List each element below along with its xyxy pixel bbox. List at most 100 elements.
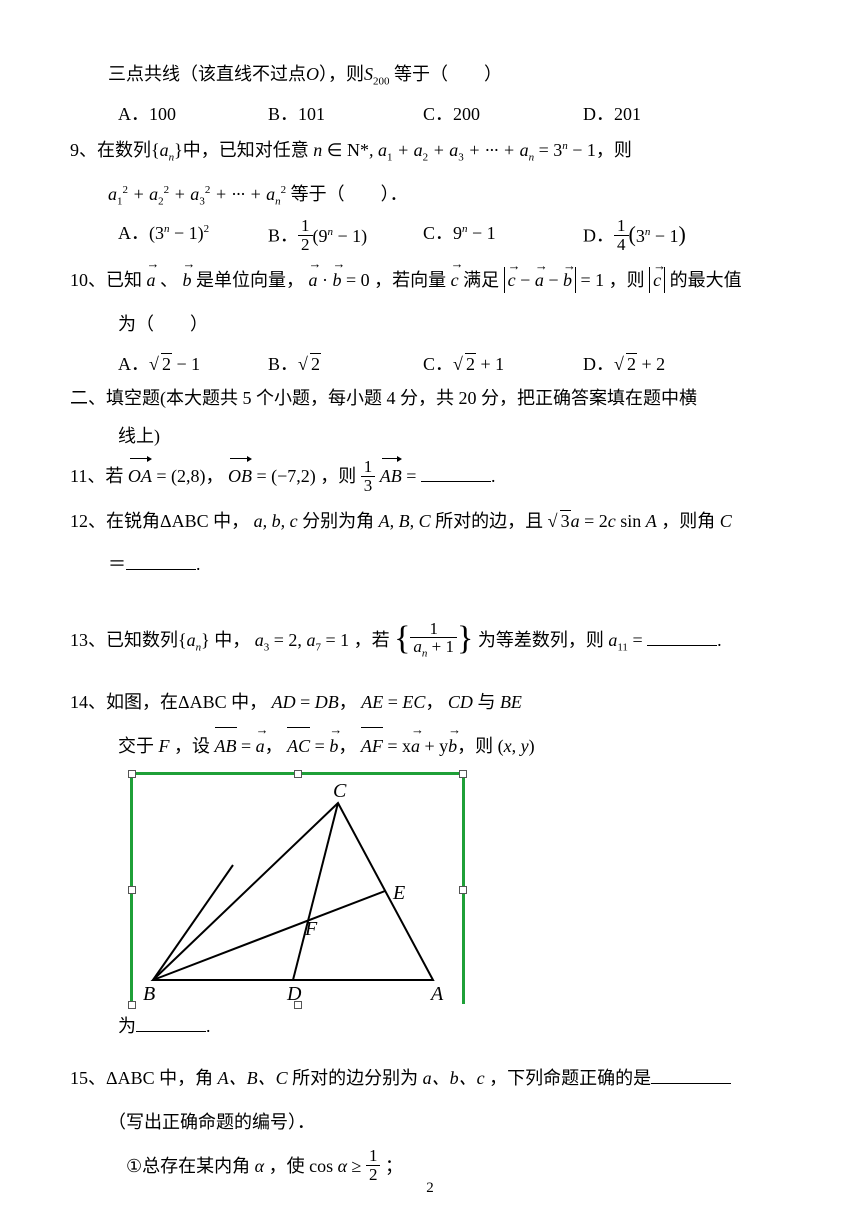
text: 在锐角 <box>106 511 160 531</box>
text: 线上) <box>118 426 160 446</box>
svg-text:A: A <box>429 983 444 1005</box>
question-8-choices: A．100 B．101 C．200 D．201 <box>70 100 790 126</box>
text: 等于（ ） <box>394 64 502 84</box>
choice-b: B．2 <box>268 350 423 376</box>
selection-handle-icon <box>128 1001 136 1009</box>
text: 为等差数列，则 <box>478 630 604 650</box>
var-S: S200 <box>364 64 390 84</box>
question-number: 15、 <box>70 1068 106 1088</box>
text: 是单位向量， <box>196 270 304 290</box>
vec-AC: AC <box>287 727 310 766</box>
selection-handle-icon <box>128 770 136 778</box>
question-number: 9、 <box>70 140 97 160</box>
vec-c: c <box>451 262 459 300</box>
question-8-tail: 三点共线（该直线不过点O），则S200 等于（ ） <box>70 56 790 94</box>
choice-d: D．201 <box>583 100 641 126</box>
selection-handle-icon <box>459 770 467 778</box>
question-9-line1: 9、在数列{an}中，已知对任意 n ∈ N*, a1 + a2 + a3 + … <box>70 132 790 170</box>
text: 如图，在 <box>106 692 178 712</box>
text: 、 <box>160 270 178 290</box>
text: ，则角 <box>661 511 715 531</box>
choice-a: A．2 − 1 <box>118 350 268 376</box>
text: 等于（ ）． <box>291 184 408 204</box>
svg-text:C: C <box>333 780 347 802</box>
text: ，若 <box>354 630 390 650</box>
question-number: 11、 <box>70 466 105 486</box>
text: 中， <box>214 630 250 650</box>
question-10-choices: A．2 − 1 B．2 C．2 + 1 D．2 + 2 <box>70 350 790 376</box>
choice-c: C．9n − 1 <box>423 219 583 256</box>
vec-b: b <box>183 262 192 300</box>
vec-AB: AB <box>380 458 402 496</box>
vec-b2: b <box>333 262 342 300</box>
text: 满足 <box>463 270 499 290</box>
vec-a2: a <box>309 262 318 300</box>
selection-handle-icon <box>128 886 136 894</box>
var-O: O <box>306 64 319 84</box>
text: 若 <box>105 466 123 486</box>
text: 中，角 <box>159 1068 213 1088</box>
question-15-line1: 15、ΔABC 中，角 A、B、C 所对的边分别为 a、b、c ，下列命题正确的… <box>70 1060 790 1098</box>
text: 的最大值 <box>670 270 742 290</box>
svg-text:B: B <box>143 983 155 1005</box>
question-12-line2: ＝. <box>70 546 790 584</box>
blank <box>421 464 491 482</box>
text: 中， <box>213 511 249 531</box>
question-14-line2: 交于 F ，设 AB = a， AC = b， AF = xa + yb，则 (… <box>70 727 790 766</box>
text: ，则 <box>320 466 356 486</box>
choice-d: D．14(3n − 1) <box>583 219 686 256</box>
question-11: 11、若 OA = (2,8)， OB = (−7,2) ，则 13 AB = … <box>70 458 790 496</box>
cond: n ∈ N*, a1 + a2 + a3 + ··· + an = 3n − 1 <box>313 140 596 160</box>
vec-AB: AB <box>215 727 237 766</box>
frac-half: 12 <box>366 1147 381 1184</box>
seq: {an} <box>151 140 183 160</box>
question-number: 13、 <box>70 630 106 650</box>
vec-OA: OA <box>128 458 152 496</box>
page-number: 2 <box>0 1180 860 1197</box>
section-2-title2: 线上) <box>70 420 790 452</box>
vec-a: a <box>147 262 156 300</box>
sqrt-3: 3 <box>548 503 571 541</box>
abs-expr: c − a − b <box>504 267 576 293</box>
text: 在数列 <box>97 140 151 160</box>
frac-one-third: 13 <box>361 458 376 495</box>
choice-c: C．2 + 1 <box>423 350 583 376</box>
choice-a: A．(3n − 1)2 <box>118 219 268 256</box>
frac-seq: 1an + 1 <box>410 620 457 661</box>
brace-left-icon: { <box>394 603 410 674</box>
triangle-svg: C E F B D A <box>133 775 468 1007</box>
text: 为（ ） <box>118 314 208 334</box>
blank <box>136 1014 206 1032</box>
text: ），则 <box>319 64 364 84</box>
text: 三点共线（该直线不过点 <box>108 64 306 84</box>
text: 中， <box>231 692 267 712</box>
question-number: 10、 <box>70 270 106 290</box>
section-2-title: 二、填空题(本大题共 5 个小题，每小题 4 分，共 20 分，把正确答案填在题… <box>70 382 790 414</box>
selection-handle-icon <box>459 886 467 894</box>
question-12-line1: 12、在锐角ΔABC 中， a, b, c 分别为角 A, B, C 所对的边，… <box>70 503 790 541</box>
text: 分别为角 <box>302 511 374 531</box>
question-number: 14、 <box>70 692 106 712</box>
selection-handle-icon <box>294 1001 302 1009</box>
svg-text:E: E <box>392 882 405 904</box>
text: ，使 <box>269 1156 305 1176</box>
question-13: 13、已知数列{an} 中， a3 = 2, a7 = 1 ，若 {1an + … <box>70 606 790 677</box>
text: 所对的边，且 <box>435 511 543 531</box>
text: ，则 <box>596 140 632 160</box>
question-15-line2: （写出正确命题的编号）． <box>70 1104 790 1142</box>
selection-handle-icon <box>294 770 302 778</box>
text: 总存在某内角 <box>142 1156 250 1176</box>
text: 为 <box>118 1016 136 1036</box>
blank <box>647 628 717 646</box>
abs-c: c <box>649 267 665 293</box>
choice-b: B．12(9n − 1) <box>268 219 423 256</box>
question-10-line2: 为（ ） <box>70 306 790 344</box>
text: 已知数列 <box>106 630 178 650</box>
brace-right-icon: } <box>457 603 473 674</box>
question-14-line3: 为. <box>70 1008 790 1046</box>
choice-a: A．100 <box>118 100 268 126</box>
text: 交于 <box>118 736 154 756</box>
text: 所对的边分别为 <box>292 1068 418 1088</box>
question-9-line2: a12 + a22 + a32 + ··· + an2 等于（ ）． <box>70 176 790 214</box>
choice-b: B．101 <box>268 100 423 126</box>
